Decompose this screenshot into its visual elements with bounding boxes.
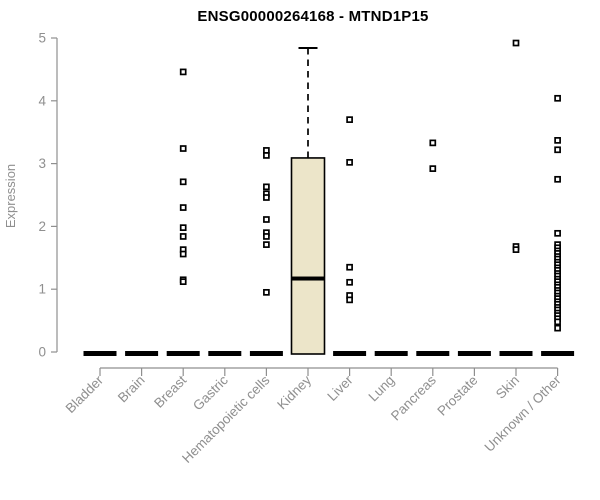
flat-median-bar bbox=[541, 351, 575, 356]
x-tick-label: Pancreas bbox=[388, 372, 439, 423]
flat-median-bar bbox=[333, 351, 367, 356]
outlier-point bbox=[179, 278, 187, 286]
flat-median-bar bbox=[249, 351, 283, 356]
flat-median-bar bbox=[374, 351, 408, 356]
x-tick-label: Breast bbox=[151, 372, 189, 410]
flat-median-bar bbox=[457, 351, 491, 356]
outlier-point bbox=[179, 250, 187, 258]
y-tick-label: 1 bbox=[38, 282, 46, 297]
outlier-point bbox=[346, 278, 353, 286]
flat-median-bar bbox=[416, 351, 450, 356]
outlier-point bbox=[263, 233, 270, 240]
outlier-point bbox=[263, 152, 270, 159]
outlier-point bbox=[429, 165, 437, 172]
outlier-point bbox=[554, 318, 561, 326]
y-tick-label: 4 bbox=[38, 93, 46, 108]
outlier-point bbox=[554, 324, 561, 332]
outlier-point bbox=[429, 139, 437, 147]
outlier-point bbox=[263, 183, 270, 191]
y-tick-label: 2 bbox=[38, 219, 46, 234]
y-tick-label: 0 bbox=[38, 345, 46, 360]
outlier-point bbox=[263, 216, 270, 223]
x-tick-label: Skin bbox=[493, 373, 522, 402]
outlier-point bbox=[263, 241, 270, 248]
median-line bbox=[291, 276, 325, 281]
outlier-point bbox=[346, 296, 353, 304]
outlier-point bbox=[346, 116, 353, 123]
outlier-point bbox=[346, 263, 353, 271]
outlier-point bbox=[554, 146, 561, 154]
outlier-point bbox=[179, 224, 187, 232]
x-tick-label: Bladder bbox=[63, 372, 107, 416]
outlier-point bbox=[179, 233, 187, 240]
x-tick-label: Liver bbox=[324, 372, 356, 404]
x-tick-label: Kidney bbox=[274, 372, 314, 412]
flat-median-bar bbox=[125, 351, 159, 356]
outlier-point bbox=[179, 204, 187, 211]
outlier-point bbox=[554, 94, 561, 102]
y-tick-label: 5 bbox=[38, 31, 46, 46]
x-tick-label: Unknown / Other bbox=[481, 372, 564, 455]
outlier-point bbox=[512, 246, 520, 253]
outlier-point bbox=[346, 158, 353, 166]
outlier-point bbox=[554, 175, 561, 183]
outlier-point bbox=[179, 145, 187, 152]
outlier-point bbox=[179, 68, 187, 76]
flat-median-bar bbox=[166, 351, 200, 356]
outlier-point bbox=[263, 288, 270, 296]
flat-median-bar bbox=[83, 351, 117, 356]
x-tick-label: Lung bbox=[365, 373, 397, 405]
outlier-point bbox=[512, 39, 520, 47]
x-tick-label: Brain bbox=[115, 373, 148, 406]
chart-title: ENSG00000264168 - MTND1P15 bbox=[197, 8, 429, 25]
x-tick-label: Prostate bbox=[434, 373, 480, 419]
box bbox=[290, 157, 326, 355]
outlier-point bbox=[263, 194, 270, 201]
outlier-point bbox=[179, 178, 187, 186]
y-tick-label: 3 bbox=[38, 156, 46, 171]
flat-median-bar bbox=[208, 351, 242, 356]
x-tick-label: Gastric bbox=[190, 372, 231, 413]
outlier-point bbox=[554, 229, 561, 237]
flat-median-bar bbox=[499, 351, 533, 356]
outlier-point bbox=[554, 137, 561, 144]
